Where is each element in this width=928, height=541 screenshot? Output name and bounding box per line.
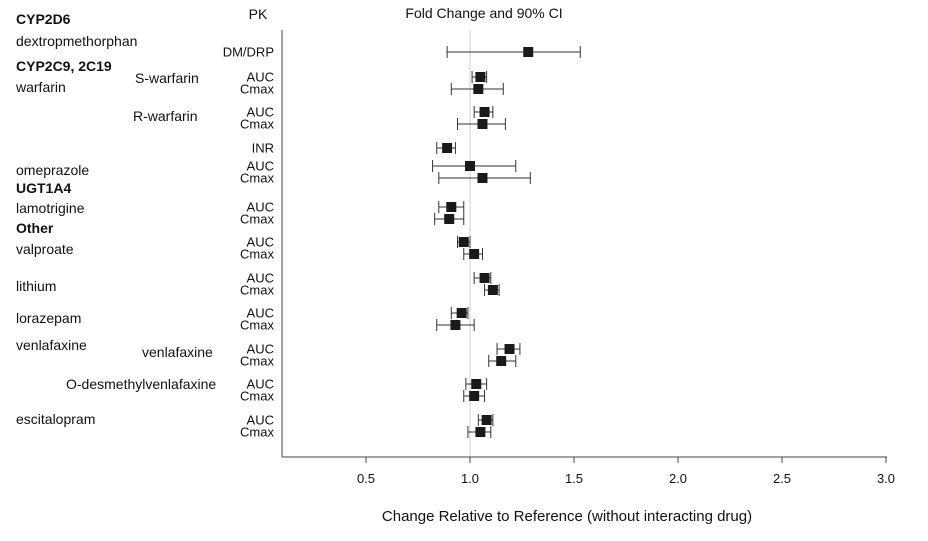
pk-label: DM/DRP bbox=[223, 45, 274, 60]
estimate-marker bbox=[479, 273, 490, 283]
pk-label: AUC bbox=[247, 271, 274, 286]
estimate-marker bbox=[442, 143, 453, 153]
x-ticks: 0.5 1.0 1.5 2.0 2.5 3.0 bbox=[357, 457, 895, 486]
estimate-marker bbox=[465, 161, 475, 171]
estimate-marker bbox=[523, 47, 534, 57]
drug-label: O-desmethylvenlafaxine bbox=[66, 376, 216, 392]
estimate-marker bbox=[487, 285, 498, 295]
drug-label: venlafaxine bbox=[142, 344, 213, 360]
pk-label: AUC bbox=[247, 159, 274, 174]
x-tick-label: 2.0 bbox=[669, 471, 687, 486]
pk-label: AUC bbox=[247, 200, 274, 215]
x-tick-label: 0.5 bbox=[357, 471, 375, 486]
pk-label: AUC bbox=[247, 377, 274, 392]
drug-label: lamotrigine bbox=[16, 200, 85, 216]
pk-label: Cmax bbox=[240, 389, 274, 404]
estimate-marker bbox=[444, 214, 455, 224]
pk-header: PK bbox=[249, 6, 268, 22]
left-labels: CYP2D6 dextropmethorphan CYP2C9, 2C19 warfa… bbox=[15, 11, 216, 427]
pk-label: AUC bbox=[247, 235, 274, 250]
pk-label: AUC bbox=[247, 105, 274, 120]
group-heading: CYP2C9, 2C19 bbox=[16, 58, 112, 74]
drug-label: lithium bbox=[16, 278, 56, 294]
x-axis-title: Change Relative to Reference (without in… bbox=[382, 508, 752, 525]
rows bbox=[432, 46, 581, 438]
estimate-marker bbox=[456, 308, 467, 318]
estimate-marker bbox=[479, 107, 490, 117]
x-tick-label: 1.5 bbox=[565, 471, 583, 486]
pk-label: AUC bbox=[247, 306, 274, 321]
pk-label: Cmax bbox=[240, 82, 274, 97]
ci-header: Fold Change and 90% CI bbox=[405, 5, 562, 21]
drug-label: R-warfarin bbox=[133, 108, 198, 124]
pk-labels: DM/DRPAUCCmaxAUCCmaxINRAUCCmaxAUCCmaxAUC… bbox=[223, 45, 275, 440]
pk-label: AUC bbox=[247, 70, 274, 85]
pk-label: Cmax bbox=[240, 283, 274, 298]
estimate-marker bbox=[471, 379, 482, 389]
estimate-marker bbox=[469, 391, 480, 401]
pk-label: Cmax bbox=[240, 425, 274, 440]
estimate-marker bbox=[450, 320, 461, 330]
estimate-marker bbox=[475, 72, 486, 82]
estimate-marker bbox=[481, 415, 492, 425]
estimate-marker bbox=[458, 237, 469, 247]
pk-label: Cmax bbox=[240, 117, 274, 132]
drug-label: omeprazole bbox=[16, 162, 89, 178]
pk-label: AUC bbox=[247, 342, 274, 357]
estimate-marker bbox=[477, 119, 488, 129]
drug-label: S-warfarin bbox=[135, 70, 199, 86]
estimate-marker bbox=[475, 427, 486, 437]
pk-label: Cmax bbox=[240, 171, 274, 186]
group-heading: CYP2D6 bbox=[16, 11, 71, 27]
drug-label: valproate bbox=[16, 241, 74, 257]
estimate-marker bbox=[477, 173, 488, 183]
estimate-marker bbox=[469, 249, 480, 259]
estimate-marker bbox=[504, 344, 515, 354]
drug-label: venlafaxine bbox=[16, 337, 87, 353]
x-tick-label: 3.0 bbox=[877, 471, 895, 486]
estimate-marker bbox=[473, 84, 484, 94]
group-heading: Other bbox=[16, 220, 54, 236]
drug-label: warfarin bbox=[15, 79, 66, 95]
drug-label: escitalopram bbox=[16, 411, 95, 427]
estimate-marker bbox=[496, 356, 507, 366]
pk-label: Cmax bbox=[240, 354, 274, 369]
pk-label: Cmax bbox=[240, 212, 274, 227]
pk-label: Cmax bbox=[240, 318, 274, 333]
estimate-marker bbox=[446, 202, 457, 212]
group-heading: UGT1A4 bbox=[16, 180, 71, 196]
drug-label: dextropmethorphan bbox=[16, 33, 137, 49]
x-tick-label: 1.0 bbox=[461, 471, 479, 486]
x-tick-label: 2.5 bbox=[773, 471, 791, 486]
pk-label: INR bbox=[252, 141, 274, 156]
drug-label: lorazepam bbox=[16, 310, 81, 326]
pk-label: AUC bbox=[247, 413, 274, 428]
pk-label: Cmax bbox=[240, 247, 274, 262]
